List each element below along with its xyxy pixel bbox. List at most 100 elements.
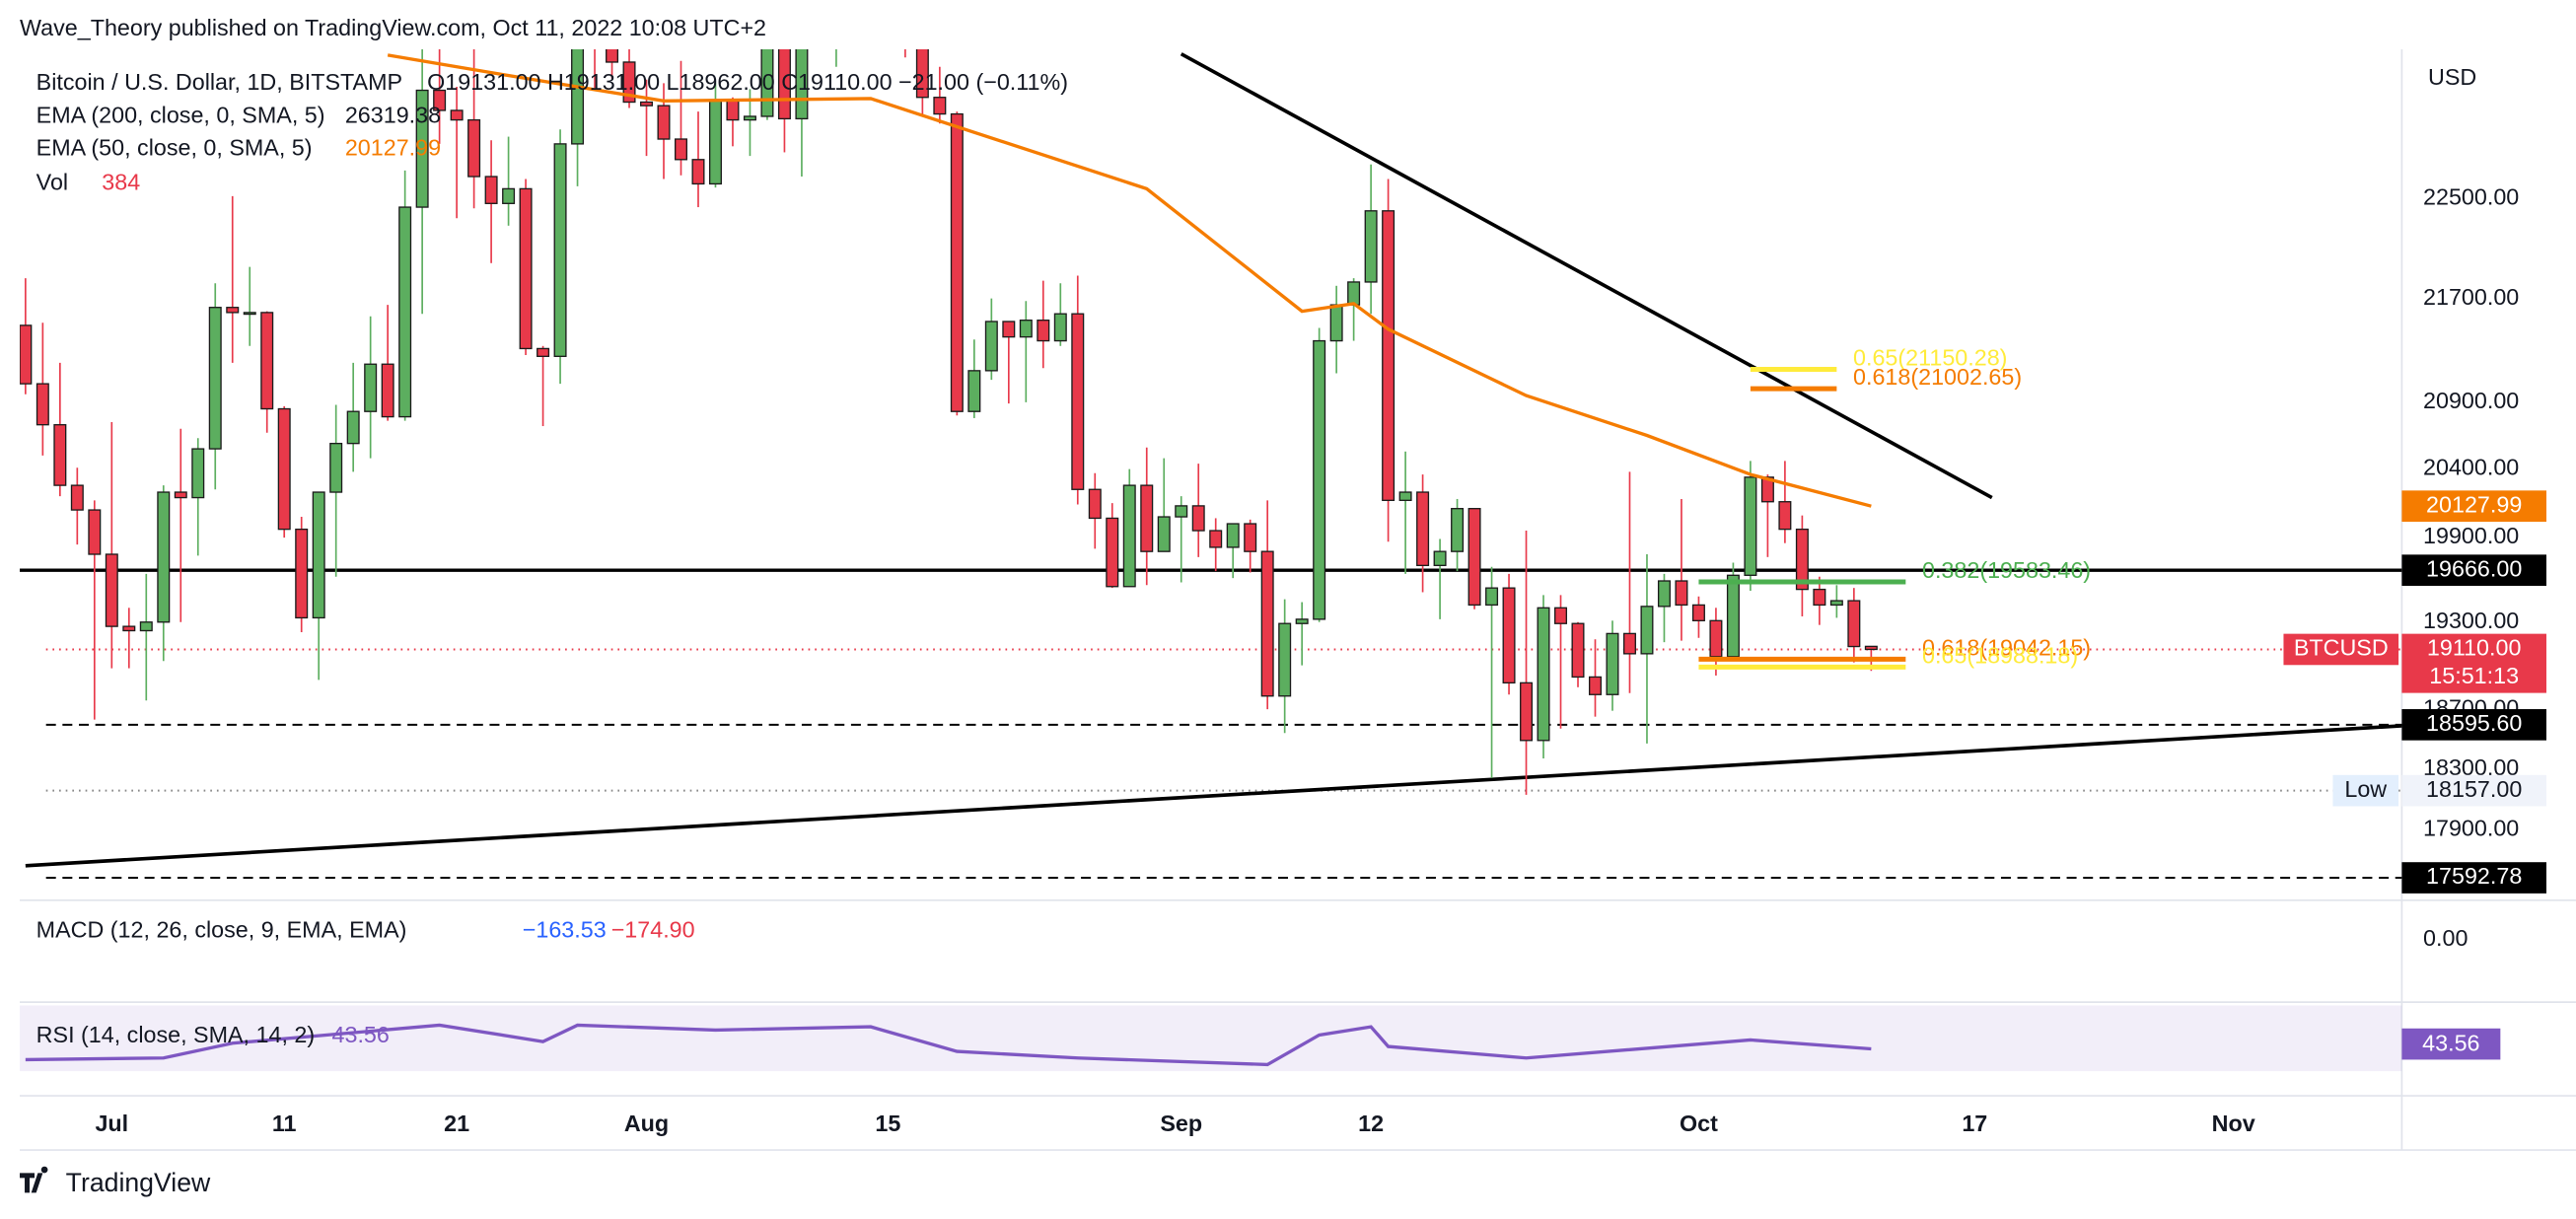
candle-body [415, 89, 429, 208]
candle-body [1520, 681, 1534, 742]
price-label-box [2401, 862, 2546, 894]
footer: TradingView [66, 1168, 211, 1197]
rsi-value: 43.56 [332, 1022, 390, 1047]
candle-body [708, 100, 722, 185]
candle-body [1226, 523, 1240, 548]
candle-body [1485, 587, 1499, 607]
signal-value: −174.90 [611, 917, 695, 943]
candle-body [1813, 588, 1826, 607]
candle-body [1295, 618, 1309, 624]
candle-body [1589, 676, 1602, 695]
candle-body [1760, 476, 1774, 503]
candle-body [1053, 313, 1067, 342]
candle-body [1795, 528, 1809, 591]
currency: USD [2428, 64, 2476, 90]
candle-body [1122, 484, 1136, 588]
rsi-name: RSI (14, close, SMA, 14, 2) [36, 1022, 315, 1047]
candle-body [53, 424, 67, 486]
candle-body [883, 0, 894, 9]
candle-body [777, 48, 791, 120]
candle-body [1329, 304, 1343, 342]
candle-body [1002, 321, 1016, 338]
candle-body [933, 97, 947, 115]
candle-body [519, 187, 533, 350]
candle-body [760, 48, 774, 117]
candle-body [1726, 574, 1740, 658]
y-tick-label: 22500.00 [2423, 183, 2519, 209]
candle-body [553, 143, 567, 357]
x-tick-label: Oct [1680, 1111, 1718, 1136]
candle-body [984, 321, 998, 372]
ema200-name: EMA (200, close, 0, SMA, 5) [36, 102, 325, 127]
price-label-box [2401, 709, 2546, 741]
candle-body [295, 528, 309, 619]
ema50-name: EMA (50, close, 0, SMA, 5) [36, 135, 313, 161]
price-label: 18157.00 [2426, 776, 2522, 802]
rsi-value-axis: 43.56 [2422, 1031, 2479, 1056]
x-tick-label: 15 [875, 1111, 900, 1136]
candle-body [1019, 320, 1033, 338]
candle-body [381, 363, 394, 418]
candle-body [743, 115, 756, 121]
fib-label: 0.618(19042.15) [1922, 635, 2091, 661]
ema50-value: 20127.99 [345, 135, 441, 161]
trendline [25, 724, 2402, 868]
candle-body [950, 112, 964, 412]
x-tick-label: Aug [624, 1111, 669, 1136]
candle-body [1071, 313, 1085, 490]
candle-body [208, 307, 222, 450]
candle-body [484, 176, 498, 204]
price-label-box [2401, 490, 2546, 523]
candle-body [1157, 516, 1171, 552]
price-label-box [2401, 554, 2546, 587]
candle-body [1382, 210, 1395, 502]
candle-body [36, 383, 49, 426]
x-tick-label: 11 [272, 1111, 297, 1136]
price-label: 17592.78 [2426, 863, 2522, 889]
candle-body [226, 307, 240, 314]
candle-body [1829, 600, 1843, 607]
candle-body [70, 484, 84, 511]
price-label: 19110.00 [2427, 635, 2522, 661]
tag-label: Low [2344, 776, 2387, 802]
header: Wave_Theory published on TradingView.com… [20, 15, 766, 40]
candle-body [915, 48, 929, 99]
tag-box [2283, 633, 2399, 666]
candle-body [830, 0, 842, 28]
candle-body [571, 48, 585, 145]
y-tick-label: 19300.00 [2423, 608, 2519, 633]
volume-name: Vol [36, 170, 68, 195]
candle-body [814, 26, 825, 28]
candle-body [1778, 501, 1792, 531]
macd-name: MACD (12, 26, close, 9, EMA, EMA) [36, 917, 407, 943]
candle-body [502, 187, 516, 204]
countdown: 15:51:13 [2429, 663, 2519, 688]
y-tick-label: 21700.00 [2423, 284, 2519, 310]
candle-body [174, 491, 187, 499]
y-tick-label: 19900.00 [2423, 523, 2519, 548]
price-label: 18595.60 [2426, 710, 2522, 736]
candle-body [433, 89, 447, 111]
candle-body [1260, 550, 1274, 697]
y-tick-label: 20900.00 [2423, 388, 2519, 413]
candle-body [1864, 645, 1878, 651]
volume-value: 384 [102, 170, 140, 195]
candle-body [191, 448, 205, 499]
rsi-value-box [2401, 1028, 2501, 1060]
candle-body [1191, 505, 1205, 532]
candle-body [1657, 580, 1671, 608]
candle-body [122, 625, 136, 632]
candle-body [1691, 604, 1705, 621]
candle-body [277, 407, 291, 531]
candle-body [1140, 484, 1154, 552]
candle-body [243, 312, 256, 316]
candle-body [1175, 505, 1188, 518]
candle-body [1709, 619, 1723, 658]
candle-body [1398, 491, 1412, 502]
candle-body [1571, 622, 1585, 679]
x-tick-label: 12 [1358, 1111, 1384, 1136]
macd-value: −163.53 [523, 917, 607, 943]
candle-body [657, 105, 671, 140]
price-label: 19666.00 [2426, 555, 2522, 581]
